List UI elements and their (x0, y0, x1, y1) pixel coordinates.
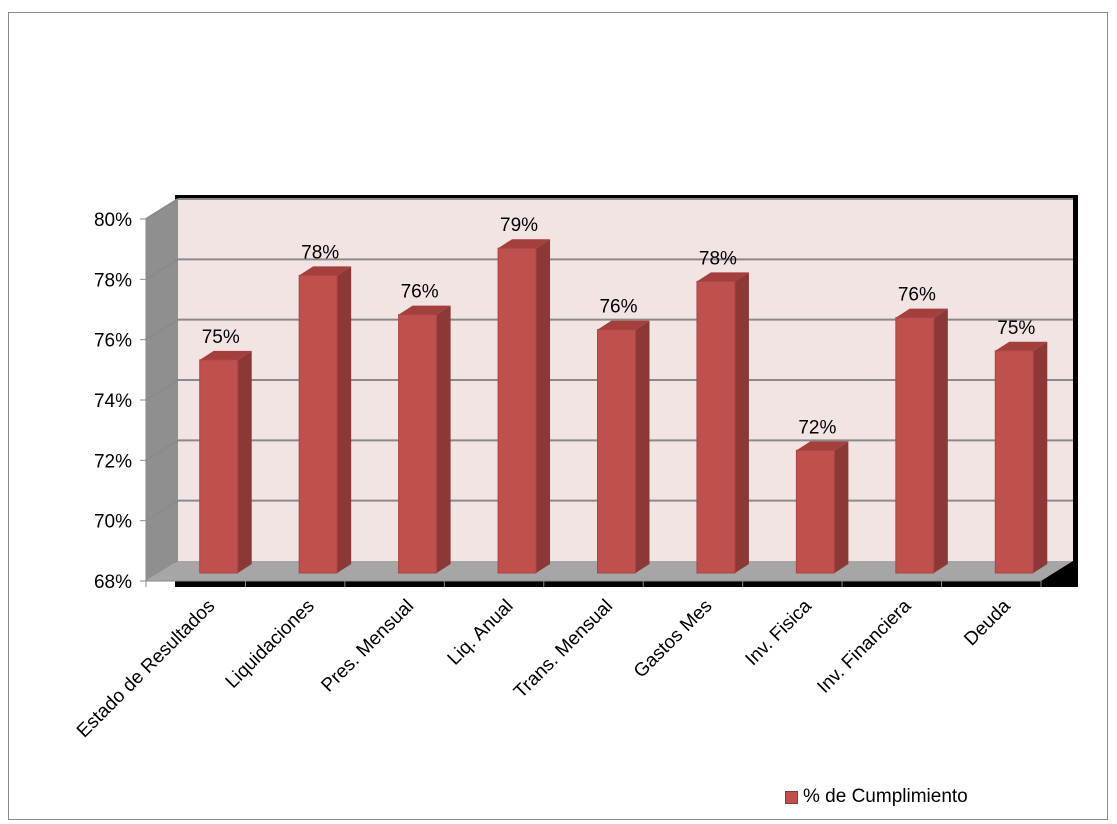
category-label: Pres. Mensual (317, 596, 418, 697)
legend-label: % de Cumplimiento (803, 786, 968, 807)
bar-top (796, 441, 849, 451)
bar-top (597, 320, 650, 330)
bar (497, 247, 537, 574)
bar (298, 274, 338, 574)
data-label: 76% (401, 282, 439, 303)
bar (895, 317, 935, 574)
bar-top (199, 350, 252, 360)
data-label: 78% (301, 242, 339, 263)
y-tick-label: 68% (94, 572, 132, 593)
y-tick-label: 80% (94, 210, 132, 231)
bar-top (895, 308, 948, 318)
bar-top (498, 239, 551, 249)
bar-side (436, 305, 451, 573)
gridline-side (145, 258, 179, 281)
bar-side (734, 272, 749, 573)
legend-swatch (785, 790, 798, 804)
gridline-side (145, 439, 179, 462)
bar-side (1033, 341, 1048, 573)
data-label: 72% (798, 417, 836, 438)
bar (199, 359, 239, 574)
category-label: Gastos Mes (630, 596, 717, 683)
bar-side (237, 350, 252, 573)
gridline-side (145, 379, 179, 401)
category-label: Deuda (960, 595, 1015, 650)
data-label: 76% (599, 297, 637, 318)
bar (696, 280, 736, 574)
category-label: Estado de Resultados (73, 596, 219, 742)
bar-side (933, 308, 948, 573)
data-label: 75% (997, 318, 1035, 339)
bar-chart: 68% 70% 72% 74% 76% 78% 80% 75% Estado de Result… (73, 195, 1078, 742)
y-tick-label: 78% (94, 270, 132, 291)
category-label: Trans. Mensual (510, 596, 617, 703)
bar-top (398, 305, 451, 315)
legend: % de Cumplimiento (785, 786, 968, 808)
data-label: 75% (202, 327, 240, 348)
gridline-side (145, 198, 179, 220)
category-label: Liq. Anual (444, 596, 518, 670)
bar-side (536, 239, 551, 573)
category-label: Inv. Fisica (742, 595, 817, 670)
bar (597, 329, 636, 574)
y-tick-label: 76% (94, 331, 132, 352)
data-label: 76% (898, 285, 936, 306)
y-tick-label: 70% (94, 512, 132, 533)
bar (398, 314, 438, 574)
bar-top (995, 341, 1048, 351)
category-label: Inv. Financiera (813, 595, 915, 697)
data-label: 78% (699, 248, 737, 269)
bar-top (696, 272, 749, 282)
bar (795, 449, 835, 574)
bar-side (635, 320, 650, 573)
category-label: Liquidaciones (222, 596, 319, 693)
bar (994, 350, 1034, 574)
y-tick-label: 74% (94, 391, 132, 412)
y-tick-label: 72% (94, 451, 132, 472)
gridline-side (145, 318, 179, 341)
data-label: 79% (500, 215, 538, 236)
bar-side (337, 266, 352, 573)
gridline-side (145, 499, 179, 522)
chart-frame: 68% 70% 72% 74% 76% 78% 80% 75% Estado de Result… (8, 12, 1108, 820)
bar-side (834, 441, 849, 573)
bar-top (299, 266, 352, 276)
